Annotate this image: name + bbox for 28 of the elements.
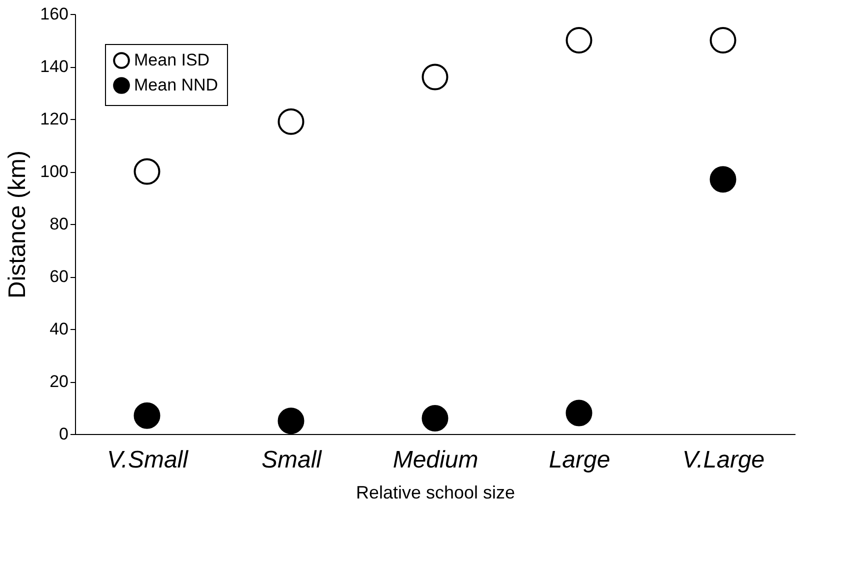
x-axis-title: Relative school size [356,482,516,502]
y-tick-label: 0 [59,424,68,444]
y-tick-label: 100 [40,162,68,181]
legend-label: Mean ISD [134,50,210,70]
y-tick-label: 120 [40,110,68,128]
y-tick-label: 140 [40,57,68,76]
x-tick-label: V.Small [107,446,189,474]
y-tick-label: 40 [50,320,68,338]
point [566,400,592,426]
point [278,108,304,135]
point [422,64,448,90]
point [566,27,592,54]
x-tick-label: Medium [392,446,478,474]
y-tick-label: 160 [40,4,68,24]
y-tick-label: 20 [50,372,68,391]
x-tick-label: Small [261,446,322,474]
point [278,408,304,434]
y-axis-title: Distance (km) [4,150,32,299]
legend-label: Mean NND [134,76,218,94]
point [134,402,160,429]
y-tick-label: 80 [50,214,68,234]
y-tick-label: 60 [50,267,68,286]
x-tick-label: Large [548,446,610,474]
point [710,27,736,54]
point [710,166,736,193]
x-tick-label: V.Large [682,446,765,474]
point [134,158,160,185]
point [422,405,448,432]
